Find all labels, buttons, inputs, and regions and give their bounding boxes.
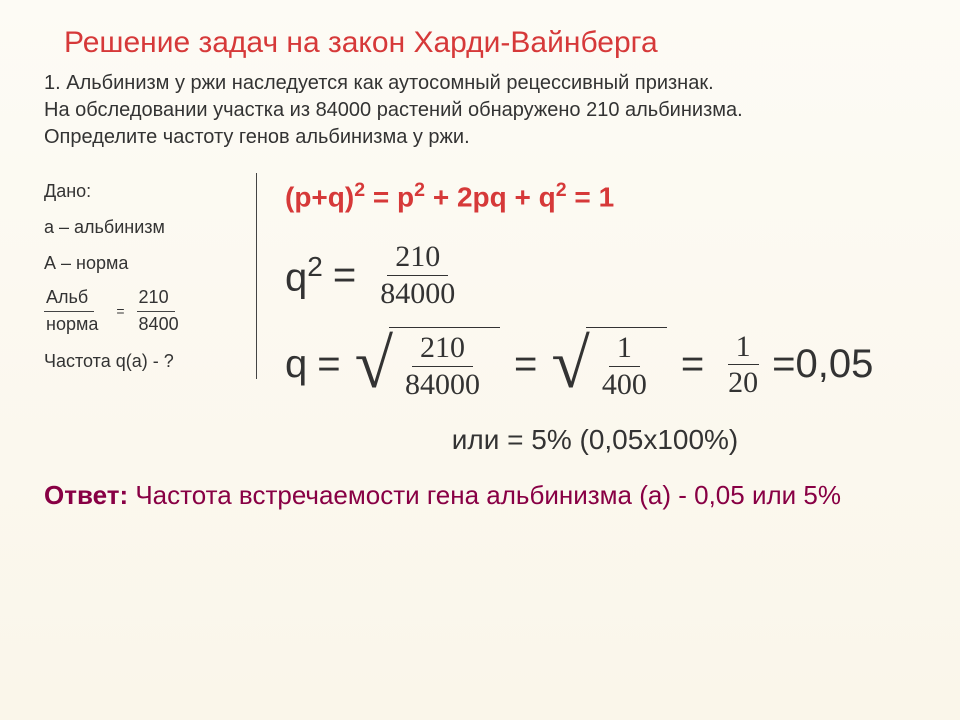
- ratio-label-top: Альб: [44, 287, 94, 312]
- eq-q2: q2 = 210 84000: [285, 241, 916, 309]
- eq-sign-3: =: [514, 342, 537, 387]
- q-result: =0,05: [772, 342, 873, 387]
- ff-num: 1: [728, 331, 759, 366]
- radical-2-icon: √: [551, 327, 589, 402]
- q-lhs: q: [285, 342, 307, 387]
- hw-sq1: 2: [354, 179, 365, 201]
- sqrt-1: √ 210 84000: [355, 327, 500, 402]
- hw-sq3: 2: [556, 179, 567, 201]
- ratio-label-bot: норма: [44, 312, 104, 336]
- q2-lhs: q2: [285, 251, 323, 300]
- sqrt-2: √ 1 400: [551, 327, 666, 402]
- answer-label: Ответ:: [44, 480, 128, 510]
- q2-frac: 210 84000: [372, 241, 463, 309]
- q2-den: 84000: [372, 276, 463, 310]
- s1-den: 84000: [397, 367, 488, 401]
- hw-end: = 1: [567, 181, 614, 212]
- radical-1-icon: √: [355, 327, 393, 402]
- given-block: Дано: а – альбинизм А – норма Альб норма…: [44, 173, 257, 379]
- given-a: а – альбинизм: [44, 209, 244, 245]
- problem-line-1: 1. Альбинизм у ржи наследуется как аутос…: [44, 72, 714, 94]
- eq-q: q = √ 210 84000 = √ 1: [285, 327, 916, 402]
- s2-num: 1: [609, 332, 640, 367]
- hw-sq2: 2: [414, 179, 425, 201]
- solution-block: Дано: а – альбинизм А – норма Альб норма…: [44, 173, 916, 456]
- answer-block: Ответ: Частота встречаемости гена альбин…: [44, 478, 916, 513]
- hw-rest: = p: [365, 181, 414, 212]
- hw-pq: (p+q): [285, 181, 354, 212]
- page-title: Решение задач на закон Харди-Вайнберга: [64, 26, 916, 60]
- ff-den: 20: [720, 365, 766, 399]
- problem-line-3: Определите частоту генов альбинизма у рж…: [44, 126, 470, 148]
- frac-final: 1 20: [720, 331, 766, 399]
- ratio-val-bot: 8400: [137, 312, 185, 336]
- s1-num: 210: [412, 332, 473, 367]
- q2-num: 210: [387, 241, 448, 276]
- s2-den: 400: [594, 367, 655, 401]
- ratio-val-top: 210: [137, 287, 175, 312]
- given-ratio: Альб норма = 210 8400: [44, 287, 244, 335]
- solution-rhs: (p+q)2 = p2 + 2pq + q2 = 1 q2 = 210 8400…: [257, 173, 916, 456]
- problem-line-2: На обследовании участка из 84000 растени…: [44, 99, 743, 121]
- hw-formula: (p+q)2 = p2 + 2pq + q2 = 1: [285, 179, 916, 213]
- problem-statement: 1. Альбинизм у ржи наследуется как аутос…: [44, 70, 916, 151]
- eq-sign-1: =: [333, 253, 356, 298]
- given-A: А – норма: [44, 245, 244, 281]
- given-find: Частота q(a) - ?: [44, 343, 244, 379]
- eq-sign-4: =: [681, 342, 704, 387]
- hw-mid: + 2pq + q: [425, 181, 556, 212]
- ratio-equals: =: [116, 303, 124, 320]
- given-header: Дано:: [44, 173, 244, 209]
- eq-sign-2: =: [317, 342, 340, 387]
- answer-text: Частота встречаемости гена альбинизма (а…: [128, 480, 841, 510]
- or-line: или = 5% (0,05х100%): [285, 424, 905, 456]
